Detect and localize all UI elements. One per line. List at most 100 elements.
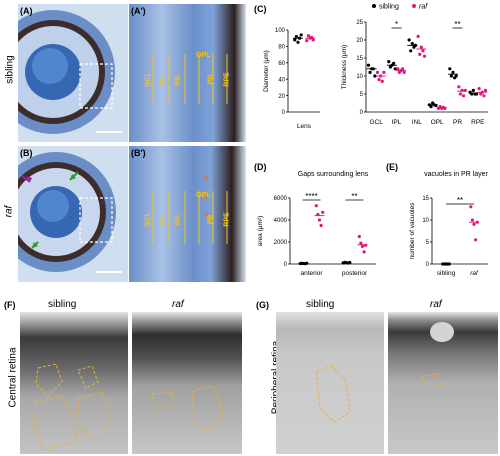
f-side-label: Central retina — [7, 347, 19, 408]
panel-a-prime-image — [129, 4, 246, 142]
g-sibling-em-image — [276, 312, 384, 454]
row-label-raf: raf — [3, 205, 15, 218]
thk-raf-inl-point — [421, 49, 425, 53]
x-tick-label: anterior — [300, 270, 323, 277]
f-raf-em-image — [132, 312, 242, 454]
y-tick-label: 4000 — [274, 218, 288, 224]
layer-label-inl: INL — [174, 73, 182, 86]
thk-raf-rpe-point — [477, 87, 481, 91]
y-tick-label: 80 — [278, 45, 285, 51]
x-tick-label: INL — [412, 119, 423, 126]
y-tick-label: 0 — [284, 262, 288, 268]
vac-raf-point — [469, 205, 473, 209]
vac-raf-point — [474, 238, 478, 242]
gap-raf-posterior-point — [359, 241, 363, 245]
panel-label-f: (F) — [4, 300, 16, 310]
f-col2-label: raf — [172, 299, 184, 310]
thk-raf-ipl-point — [402, 70, 406, 74]
thk-raf-gcl-point — [375, 70, 380, 74]
legend-raf-label: raf — [419, 4, 428, 11]
layer-label-rpe: RPE — [223, 72, 231, 87]
lens-raf-point — [306, 34, 310, 38]
layer-label-ipl: IPL — [159, 74, 167, 85]
gap-raf-posterior-point — [364, 243, 368, 247]
thk-raf-inl-point — [419, 45, 423, 49]
thk-raf-rpe-point — [483, 88, 488, 92]
thk-raf-pr-point — [458, 92, 462, 96]
thk-sibling-pr-point — [448, 67, 452, 71]
thk-raf-ipl-point — [401, 67, 405, 71]
y-tick-label: 15 — [422, 196, 429, 202]
thk-sibling-rpe-point — [471, 88, 475, 92]
y-tick-label: 5 — [426, 240, 430, 246]
layer-label-opl: OPL — [196, 192, 211, 199]
panel-label-a: (A) — [20, 6, 33, 16]
gap-raf-anterior-point — [314, 204, 318, 208]
significance-label: * — [395, 20, 398, 29]
x-tick-label: RPE — [471, 119, 485, 126]
y-tick-label: 40 — [278, 77, 285, 83]
x-tick-label: GCL — [369, 119, 383, 126]
x-tick-label: sibling — [437, 270, 456, 277]
gap-raf-posterior-point — [357, 234, 361, 239]
thk-raf-gcl-point — [380, 79, 384, 83]
thk-raf-inl-point — [422, 54, 427, 58]
layer-label-ipl: IPL — [159, 214, 167, 225]
chart-d-title: Gaps surrounding lens — [298, 171, 369, 178]
layer-label-pr: PR — [207, 74, 215, 85]
y-axis-label: Diameter (μm) — [263, 50, 270, 92]
x-tick-label: IPL — [392, 119, 402, 126]
significance-label: ** — [454, 20, 460, 29]
vac-raf-point — [472, 222, 476, 226]
y-tick-label: 60 — [278, 61, 285, 67]
panel-b-prime-image — [129, 146, 246, 282]
thk-sibling-opl-point — [429, 105, 433, 109]
y-tick-label: 20 — [278, 94, 285, 100]
panel-label-g: (G) — [256, 300, 269, 310]
legend-sibling-marker — [372, 4, 376, 8]
thk-sibling-inl-point — [410, 42, 414, 46]
f-sibling-em-image — [20, 312, 128, 454]
significance-label: ** — [457, 196, 463, 205]
row-label-sibling: sibling — [4, 55, 16, 84]
lens-sibling-point — [293, 38, 297, 42]
layer-label-inl: INL — [174, 213, 182, 226]
layer-label-opl: OPL — [196, 52, 211, 59]
layer-label-gcl: GCL — [144, 72, 152, 87]
y-tick-label: 100 — [275, 28, 286, 34]
x-tick-label: raf — [470, 270, 479, 277]
y-axis-label: area (μm²) — [257, 216, 264, 246]
thk-sibling-ipl-point — [393, 67, 397, 71]
y-axis-label: Thickness (μm) — [341, 45, 348, 90]
significance-label: ** — [351, 192, 357, 201]
gap-raf-anterior-point — [319, 223, 323, 228]
thk-sibling-ipl-point — [392, 61, 396, 65]
thk-sibling-gcl-point — [366, 63, 371, 67]
panel-b-image — [18, 146, 128, 282]
layer-label-gcl: GCL — [144, 212, 152, 227]
thk-raf-inl-point — [416, 34, 420, 39]
legend-raf-marker — [412, 4, 416, 8]
thk-raf-gcl-point — [382, 70, 386, 74]
x-tick-label: PR — [453, 119, 462, 126]
legend-sibling-label: sibling — [379, 4, 399, 11]
thk-sibling-pr-point — [449, 74, 453, 78]
y-tick-label: 10 — [422, 218, 429, 224]
significance-label: **** — [305, 192, 317, 201]
thk-sibling-inl-point — [407, 38, 411, 42]
thk-sibling-gcl-point — [373, 74, 377, 78]
panel-label-b-prime: (B′) — [131, 148, 146, 158]
panel-label-b: (B) — [20, 148, 33, 158]
gap-raf-anterior-point — [321, 210, 325, 214]
gap-raf-posterior-point — [362, 250, 366, 254]
lens-sibling-point — [296, 40, 300, 44]
thk-raf-rpe-point — [482, 94, 486, 98]
lens-raf-point — [305, 39, 309, 43]
thk-sibling-pr-point — [454, 74, 458, 78]
thk-raf-pr-point — [457, 85, 461, 89]
y-tick-label: 0 — [282, 110, 286, 116]
y-tick-label: 15 — [356, 56, 363, 62]
x-tick-label: Lens — [297, 123, 312, 130]
thk-raf-inl-point — [418, 52, 422, 57]
